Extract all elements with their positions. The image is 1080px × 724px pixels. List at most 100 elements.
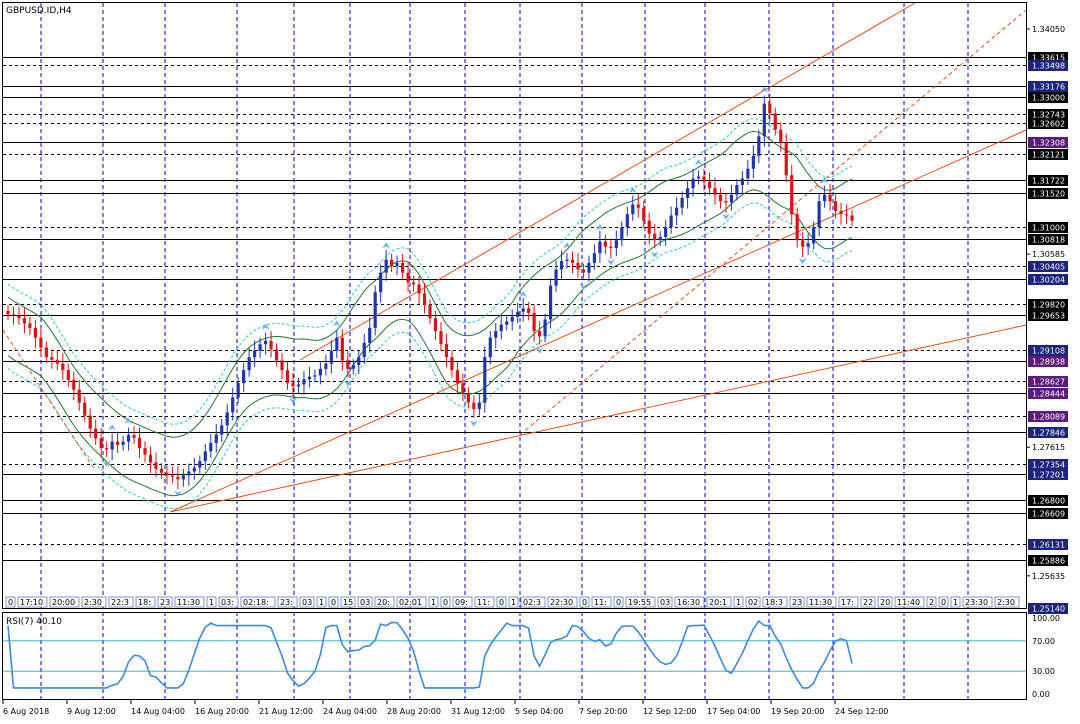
price-level-tag: 1.27201 [1028, 469, 1068, 480]
session-label: 11: [477, 598, 490, 607]
price-level-tag: 1.33000 [1028, 92, 1068, 103]
session-label: 1 [319, 598, 324, 607]
session-label: 0 [443, 598, 448, 607]
session-label-box [762, 596, 788, 608]
session-label: 2:30 [84, 598, 102, 607]
session-label: 20:00 [52, 598, 75, 607]
time-tick-label: 9 Aug 12:00 [67, 707, 116, 716]
time-tick-label: 21 Aug 12:00 [259, 707, 313, 716]
candle-body [675, 207, 679, 216]
candle-body [192, 467, 196, 472]
candle-body [11, 314, 16, 316]
candle-body [94, 428, 98, 439]
candle-body [39, 337, 43, 348]
fractal-up-marker [563, 242, 572, 249]
price-tag-background [1028, 274, 1068, 285]
price-tag-label: 1.30204 [1032, 276, 1065, 285]
session-label: 18:3 [765, 598, 783, 607]
candle-body [22, 318, 27, 324]
candle-body [505, 321, 509, 325]
session-label-box [625, 596, 656, 608]
price-tag-background [1028, 345, 1068, 356]
candle-body [658, 236, 662, 241]
time-tick-label: 24 Sep 12:00 [835, 707, 888, 716]
fractal-up-marker [694, 159, 703, 166]
rsi-series [3, 619, 1026, 689]
candle-body [263, 340, 268, 345]
candle-body [631, 204, 635, 215]
candle-body [740, 178, 744, 185]
candle-body [587, 262, 591, 273]
fractal-down-marker [650, 251, 659, 258]
channel-line [519, 9, 1027, 436]
price-level-tag: 1.30818 [1028, 234, 1068, 245]
session-label-box [17, 596, 48, 608]
session-label-box [440, 596, 451, 608]
session-label: 17: [841, 598, 854, 607]
candle-body [570, 259, 575, 263]
main-plot-frame [2, 2, 1027, 609]
candle-body [538, 331, 542, 337]
candle-body [143, 448, 147, 455]
price-tag-label: 1.31722 [1032, 177, 1065, 186]
price-tag-label: 1.30818 [1032, 236, 1065, 245]
price-level-tag: 1.26800 [1028, 495, 1068, 506]
candle-body [242, 370, 246, 384]
candle-body [187, 471, 191, 476]
candle-body [455, 370, 460, 384]
candle-body [828, 194, 832, 202]
candle-body [581, 269, 586, 273]
price-tick-label: 1.30585 [1032, 250, 1065, 259]
candle-body [439, 331, 443, 345]
session-label: 0 [499, 598, 504, 607]
session-label: 20: [377, 598, 390, 607]
candle-body [236, 383, 240, 398]
time-tick-label: 5 Sep 04:00 [515, 707, 563, 716]
price-level-tag: 1.31000 [1028, 222, 1068, 233]
candle-body [346, 360, 350, 369]
session-label-box [994, 596, 1020, 608]
candle-body [329, 350, 333, 364]
price-tag-background [1028, 92, 1068, 103]
session-label: 0 [8, 598, 13, 607]
session-label: 1 [511, 598, 516, 607]
session-label-box [240, 596, 276, 608]
price-level-tag: 1.25140 [1028, 603, 1068, 614]
price-tag-label: 1.25140 [1032, 605, 1065, 614]
price-tag-label: 1.33176 [1032, 83, 1065, 92]
price-tag-background [1028, 60, 1068, 71]
session-label-box [428, 596, 439, 608]
price-level-tag: 1.27846 [1028, 427, 1068, 438]
session-label: 20 [880, 598, 890, 607]
candle-body [576, 262, 580, 270]
candle-body [121, 441, 125, 445]
price-level-tag: 1.29820 [1028, 299, 1068, 310]
candle-body [247, 357, 251, 371]
price-level-tag: 1.27354 [1028, 459, 1068, 470]
candle-body [231, 397, 235, 413]
vertical-grid [40, 3, 969, 700]
candle-body [592, 253, 597, 263]
candle-body [839, 210, 843, 215]
candle-body [532, 312, 536, 332]
price-level-tag: 1.31520 [1028, 188, 1068, 199]
price-tag-label: 1.28089 [1032, 413, 1065, 422]
candle-body [110, 441, 114, 450]
upper-band-line [7, 130, 853, 438]
session-label: 11: [594, 598, 607, 607]
session-label-box [745, 596, 761, 608]
price-level-tag: 1.28089 [1028, 411, 1068, 422]
price-tag-label: 1.28444 [1032, 390, 1065, 399]
candle-body [773, 113, 777, 130]
session-label-box [206, 596, 217, 608]
price-tag-background [1028, 52, 1068, 63]
candle-body [214, 434, 218, 443]
rsi-scale-label: 70.00 [1032, 637, 1055, 646]
session-label-box [299, 596, 315, 608]
session-label-box [396, 596, 427, 608]
candle-body [88, 415, 92, 429]
fractal-up-marker [628, 187, 637, 194]
session-label-box [135, 596, 156, 608]
